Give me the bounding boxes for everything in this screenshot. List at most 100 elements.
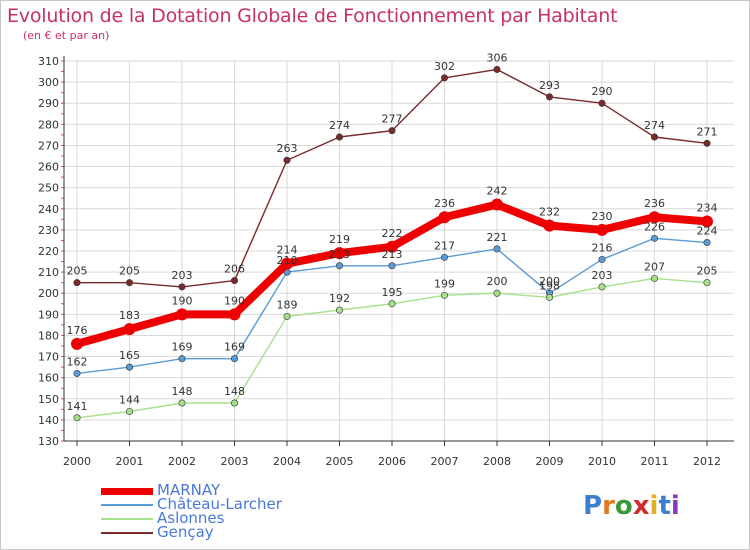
x-tick-label: 2010 (588, 455, 616, 468)
data-point-marnay (176, 308, 188, 321)
y-tick-label: 150 (38, 393, 59, 406)
data-label-chateau-larcher: 162 (67, 355, 88, 368)
data-point-aslonnes (388, 300, 396, 308)
data-label-chateau-larcher: 226 (644, 220, 665, 233)
data-label-gencay: 302 (434, 60, 455, 73)
data-point-gencay (703, 139, 711, 147)
data-point-gencay (73, 279, 81, 287)
data-label-marnay: 232 (539, 206, 560, 219)
legend-label: Aslonnes (157, 509, 225, 527)
data-point-chateau-larcher (126, 363, 134, 371)
data-label-marnay: 176 (67, 324, 88, 337)
data-point-aslonnes (73, 414, 81, 422)
data-point-aslonnes (126, 407, 134, 415)
x-tick-label: 2002 (168, 455, 196, 468)
data-label-marnay: 222 (382, 227, 403, 240)
x-tick-label: 2009 (536, 455, 564, 468)
y-tick-label: 250 (38, 182, 59, 195)
legend-label: Château-Larcher (157, 495, 282, 513)
data-point-marnay (596, 223, 608, 236)
data-label-aslonnes: 205 (697, 265, 718, 278)
data-label-aslonnes: 200 (487, 275, 508, 288)
data-label-gencay: 205 (119, 265, 140, 278)
y-tick-label: 180 (38, 329, 59, 342)
data-label-aslonnes: 144 (119, 393, 140, 406)
data-point-marnay (71, 337, 83, 350)
data-point-aslonnes (283, 312, 291, 320)
x-tick-label: 2007 (431, 455, 459, 468)
data-label-aslonnes: 198 (539, 279, 560, 292)
data-point-gencay (231, 277, 239, 285)
proxiti-logo: Proxiti (583, 491, 680, 521)
x-tick-label: 2005 (326, 455, 354, 468)
y-tick-label: 130 (38, 435, 59, 448)
y-tick-label: 270 (38, 139, 59, 152)
x-tick-label: 2012 (693, 455, 721, 468)
data-point-marnay (281, 257, 293, 270)
data-label-chateau-larcher: 169 (224, 341, 245, 354)
data-point-aslonnes (335, 306, 343, 314)
data-label-marnay: 234 (697, 201, 718, 214)
data-label-chateau-larcher: 210 (277, 254, 298, 267)
data-point-chateau-larcher (231, 355, 239, 363)
data-label-aslonnes: 148 (224, 385, 245, 398)
data-label-chateau-larcher: 213 (382, 248, 403, 261)
data-label-marnay: 230 (592, 210, 613, 223)
data-point-marnay (123, 323, 136, 336)
data-label-gencay: 205 (67, 265, 88, 278)
data-label-aslonnes: 207 (644, 260, 665, 273)
data-point-marnay (228, 308, 241, 321)
data-point-aslonnes (231, 399, 239, 407)
data-label-marnay: 183 (119, 309, 140, 322)
y-tick-label: 280 (38, 118, 59, 131)
data-point-marnay (543, 219, 556, 232)
data-point-gencay (388, 127, 396, 135)
data-point-aslonnes (650, 274, 658, 282)
data-point-aslonnes (178, 399, 186, 407)
data-point-gencay (178, 283, 186, 291)
y-tick-label: 310 (38, 55, 59, 68)
data-label-gencay: 274 (329, 119, 350, 132)
data-point-chateau-larcher (388, 262, 396, 270)
data-point-aslonnes (545, 293, 553, 301)
data-label-gencay: 290 (592, 85, 613, 98)
data-label-chateau-larcher: 224 (697, 225, 718, 238)
data-point-marnay (333, 247, 346, 260)
y-tick-label: 300 (38, 76, 59, 89)
data-point-gencay (335, 133, 343, 141)
y-tick-label: 290 (38, 97, 59, 110)
data-label-chateau-larcher: 200 (539, 275, 560, 288)
legend-swatch (101, 504, 153, 506)
y-tick-label: 210 (38, 266, 59, 279)
legend-swatch (101, 518, 153, 520)
y-tick-label: 160 (38, 372, 59, 385)
data-label-aslonnes: 189 (277, 298, 298, 311)
chart-title: Evolution de la Dotation Globale de Fonc… (7, 5, 618, 27)
data-label-gencay: 277 (382, 113, 403, 126)
data-label-gencay: 293 (539, 79, 560, 92)
y-tick-label: 170 (38, 351, 59, 364)
data-label-aslonnes: 195 (382, 286, 403, 299)
data-point-gencay (283, 156, 291, 164)
data-point-marnay (701, 215, 713, 228)
data-point-chateau-larcher (598, 255, 606, 263)
data-point-gencay (493, 65, 501, 73)
data-label-gencay: 203 (172, 269, 193, 282)
data-label-marnay: 214 (277, 244, 298, 257)
data-point-marnay (491, 198, 503, 211)
y-tick-label: 260 (38, 161, 59, 174)
chart-subtitle: (en € et par an) (23, 29, 110, 42)
grid-layer (64, 60, 734, 442)
data-label-aslonnes: 192 (329, 292, 350, 305)
data-label-chateau-larcher: 217 (434, 239, 455, 252)
data-label-gencay: 306 (487, 51, 508, 64)
data-label-marnay: 190 (172, 294, 193, 307)
y-tick-label: 220 (38, 245, 59, 258)
legend-swatch (101, 532, 153, 534)
y-tick-label: 190 (38, 308, 59, 321)
legend-label: Gençay (157, 523, 214, 541)
legend-swatch (101, 488, 153, 495)
data-point-aslonnes (598, 283, 606, 291)
